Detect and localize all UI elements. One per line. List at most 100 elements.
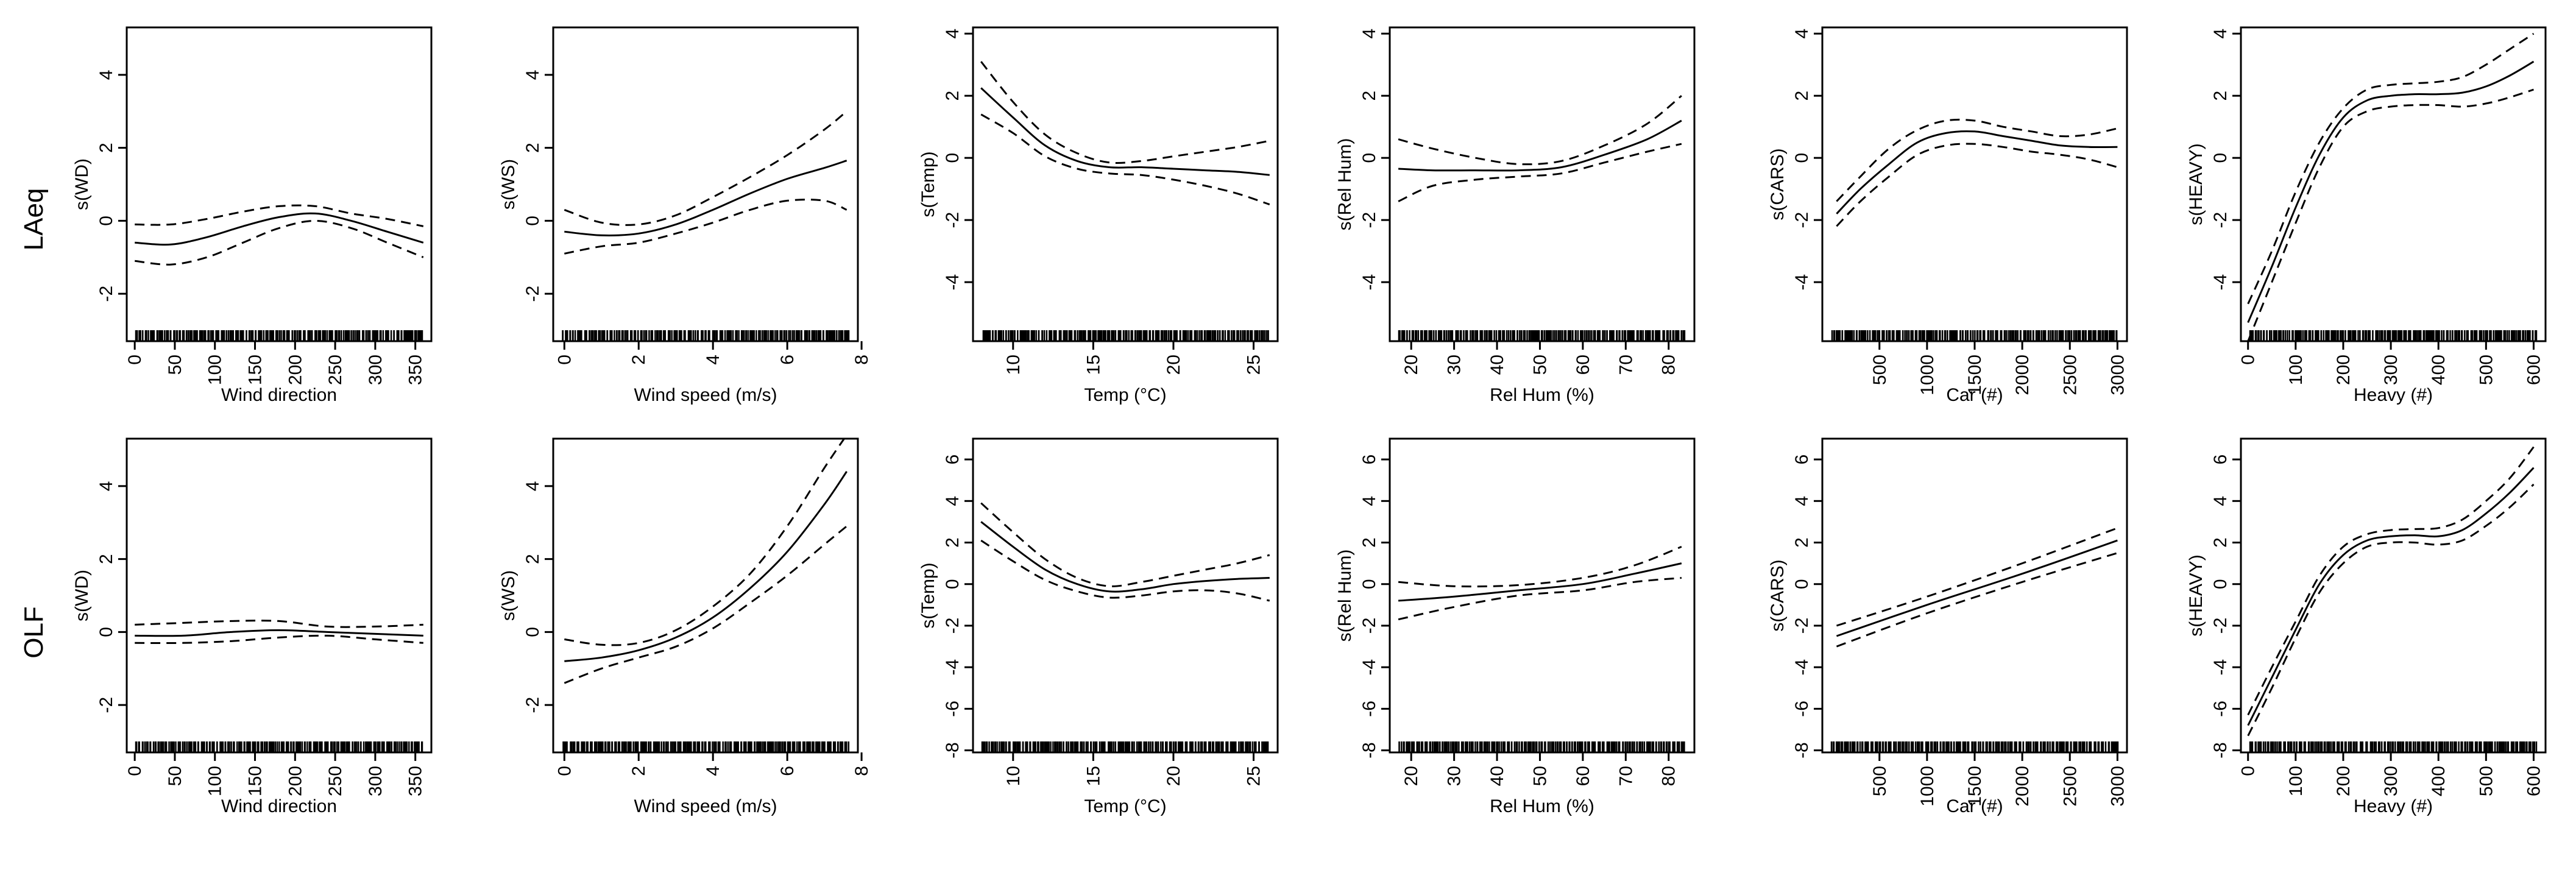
y-tick-label: -4: [1792, 659, 1812, 676]
confidence-band-lower: [2247, 88, 2534, 341]
rug-marks: [1830, 741, 2119, 752]
x-tick-label: 15: [1083, 355, 1103, 375]
rug-marks: [135, 330, 423, 341]
x-tick-label: 350: [406, 766, 426, 796]
x-tick-label: 300: [366, 766, 386, 796]
panel-10: -8 -6 -4 -2 0 2 4 6 20 30 40 50 60 70 80 Rel Hum (%) s(R…: [1335, 437, 1696, 816]
panel-2: -2 0 2 4 0 2 4 6 8 Wind speed (m/s) s(WS): [498, 26, 872, 405]
plot-frame: [2240, 437, 2547, 754]
y-tick-label: -4: [1359, 274, 1379, 291]
x-tick-label: 10: [1003, 766, 1024, 786]
plot-frame: [1821, 26, 2128, 342]
x-tick-label: 6: [777, 766, 798, 776]
y-axis-label: s(HEAVY): [2186, 554, 2206, 636]
y-tick-label: -2: [523, 697, 543, 713]
rug-marks: [981, 741, 1269, 752]
rug-marks: [562, 741, 850, 752]
y-tick-label: 6: [1359, 454, 1379, 465]
x-tick-label: 60: [1573, 766, 1593, 786]
y-tick-label: 4: [1792, 29, 1812, 39]
panel-7: -2 0 2 4 0 50 100 150 200 250 300 350 Wind direction…: [72, 437, 433, 816]
y-tick-label: 2: [943, 537, 963, 548]
x-tick-label: 2000: [2012, 355, 2033, 395]
x-axis-label: Car (#): [1946, 385, 2003, 405]
y-tick-label: -8: [2210, 742, 2231, 759]
y-tick-label: 0: [96, 216, 116, 226]
x-tick-label: 80: [1659, 355, 1679, 375]
x-tick-label: 200: [285, 355, 305, 385]
x-tick-label: 1000: [1917, 355, 1937, 395]
x-axis-label: Rel Hum (%): [1490, 796, 1594, 816]
x-tick-label: 2000: [2012, 766, 2033, 807]
x-tick-label: 1500: [1965, 355, 1985, 395]
x-tick-label: 0: [125, 766, 145, 776]
x-tick-label: 40: [1487, 355, 1507, 375]
x-tick-label: 300: [366, 355, 386, 385]
smooth-fit-line: [135, 212, 424, 246]
confidence-band-lower: [135, 219, 424, 266]
y-tick-label: -2: [943, 618, 963, 634]
smooth-fit-line: [980, 521, 1270, 593]
x-tick-label: 500: [1870, 766, 1890, 796]
x-tick-label: 200: [285, 766, 305, 796]
smooth-fit-line: [1836, 539, 2118, 637]
x-tick-label: 500: [1870, 355, 1890, 385]
x-tick-label: 70: [1616, 355, 1636, 375]
rug-marks: [562, 330, 850, 341]
y-tick-label: -2: [1359, 212, 1379, 228]
y-tick-label: 4: [523, 481, 543, 492]
y-tick-label: 2: [1359, 537, 1379, 548]
y-axis-label: s(HEAVY): [2186, 143, 2206, 225]
x-tick-label: 1000: [1917, 766, 1937, 807]
smooth-fit-line: [1836, 130, 2118, 214]
y-axis-label: s(CARS): [1767, 148, 1788, 220]
y-tick-label: 2: [2210, 537, 2231, 548]
smooth-fit-line: [135, 629, 423, 637]
x-tick-label: 200: [2334, 766, 2354, 796]
y-tick-label: 0: [2210, 153, 2231, 163]
y-axis-label: s(WD): [72, 158, 92, 210]
x-tick-label: 50: [165, 766, 185, 786]
confidence-band-lower: [1398, 143, 1682, 202]
x-axis-label: Wind direction: [221, 796, 337, 816]
y-axis-label: s(WD): [72, 570, 92, 621]
panel-6: -4 -2 0 2 4 0 100 200 300 400 500 600 Heavy (#) s(HEA…: [2186, 26, 2547, 405]
confidence-band-lower: [564, 199, 847, 255]
y-tick-label: 4: [1359, 496, 1379, 506]
y-tick-label: 2: [2210, 91, 2231, 101]
confidence-band-upper: [2247, 32, 2535, 305]
y-tick-label: -4: [2210, 659, 2231, 676]
rug-marks: [135, 741, 423, 752]
y-tick-label: 6: [2210, 454, 2231, 465]
y-tick-label: -2: [96, 286, 116, 302]
smooth-fit-line: [980, 87, 1270, 176]
x-tick-label: 600: [2524, 355, 2544, 385]
y-tick-label: 2: [1792, 91, 1812, 101]
y-tick-label: -6: [2210, 701, 2231, 717]
confidence-band-lower: [564, 525, 847, 684]
y-tick-label: 0: [1359, 153, 1379, 163]
x-tick-label: 600: [2524, 766, 2544, 796]
x-tick-label: 10: [1003, 355, 1024, 375]
y-axis-label: s(CARS): [1767, 559, 1788, 631]
confidence-band-upper: [1836, 118, 2118, 202]
confidence-band-lower: [135, 634, 423, 645]
confidence-band-lower: [2247, 483, 2535, 737]
x-tick-label: 50: [165, 355, 185, 375]
y-tick-label: -4: [943, 659, 963, 676]
x-tick-label: 2: [629, 766, 649, 776]
x-axis-label: Temp (°C): [1084, 385, 1166, 405]
y-tick-label: -6: [1792, 701, 1812, 717]
x-tick-label: 2500: [2060, 766, 2080, 807]
x-tick-label: 30: [1445, 355, 1465, 375]
y-tick-label: 0: [523, 627, 543, 637]
y-tick-label: -4: [1359, 659, 1379, 676]
panel-11: -8 -6 -4 -2 0 2 4 6 500 1000 1500 2000 2500 3000 Car (…: [1767, 437, 2128, 816]
x-tick-label: 2500: [2060, 355, 2080, 395]
x-tick-label: 350: [406, 355, 426, 385]
confidence-band-lower: [1836, 552, 2118, 648]
x-tick-label: 20: [1401, 355, 1421, 375]
rug-marks: [2249, 741, 2538, 752]
x-tick-label: 25: [1244, 355, 1264, 375]
y-tick-label: 0: [943, 153, 963, 163]
